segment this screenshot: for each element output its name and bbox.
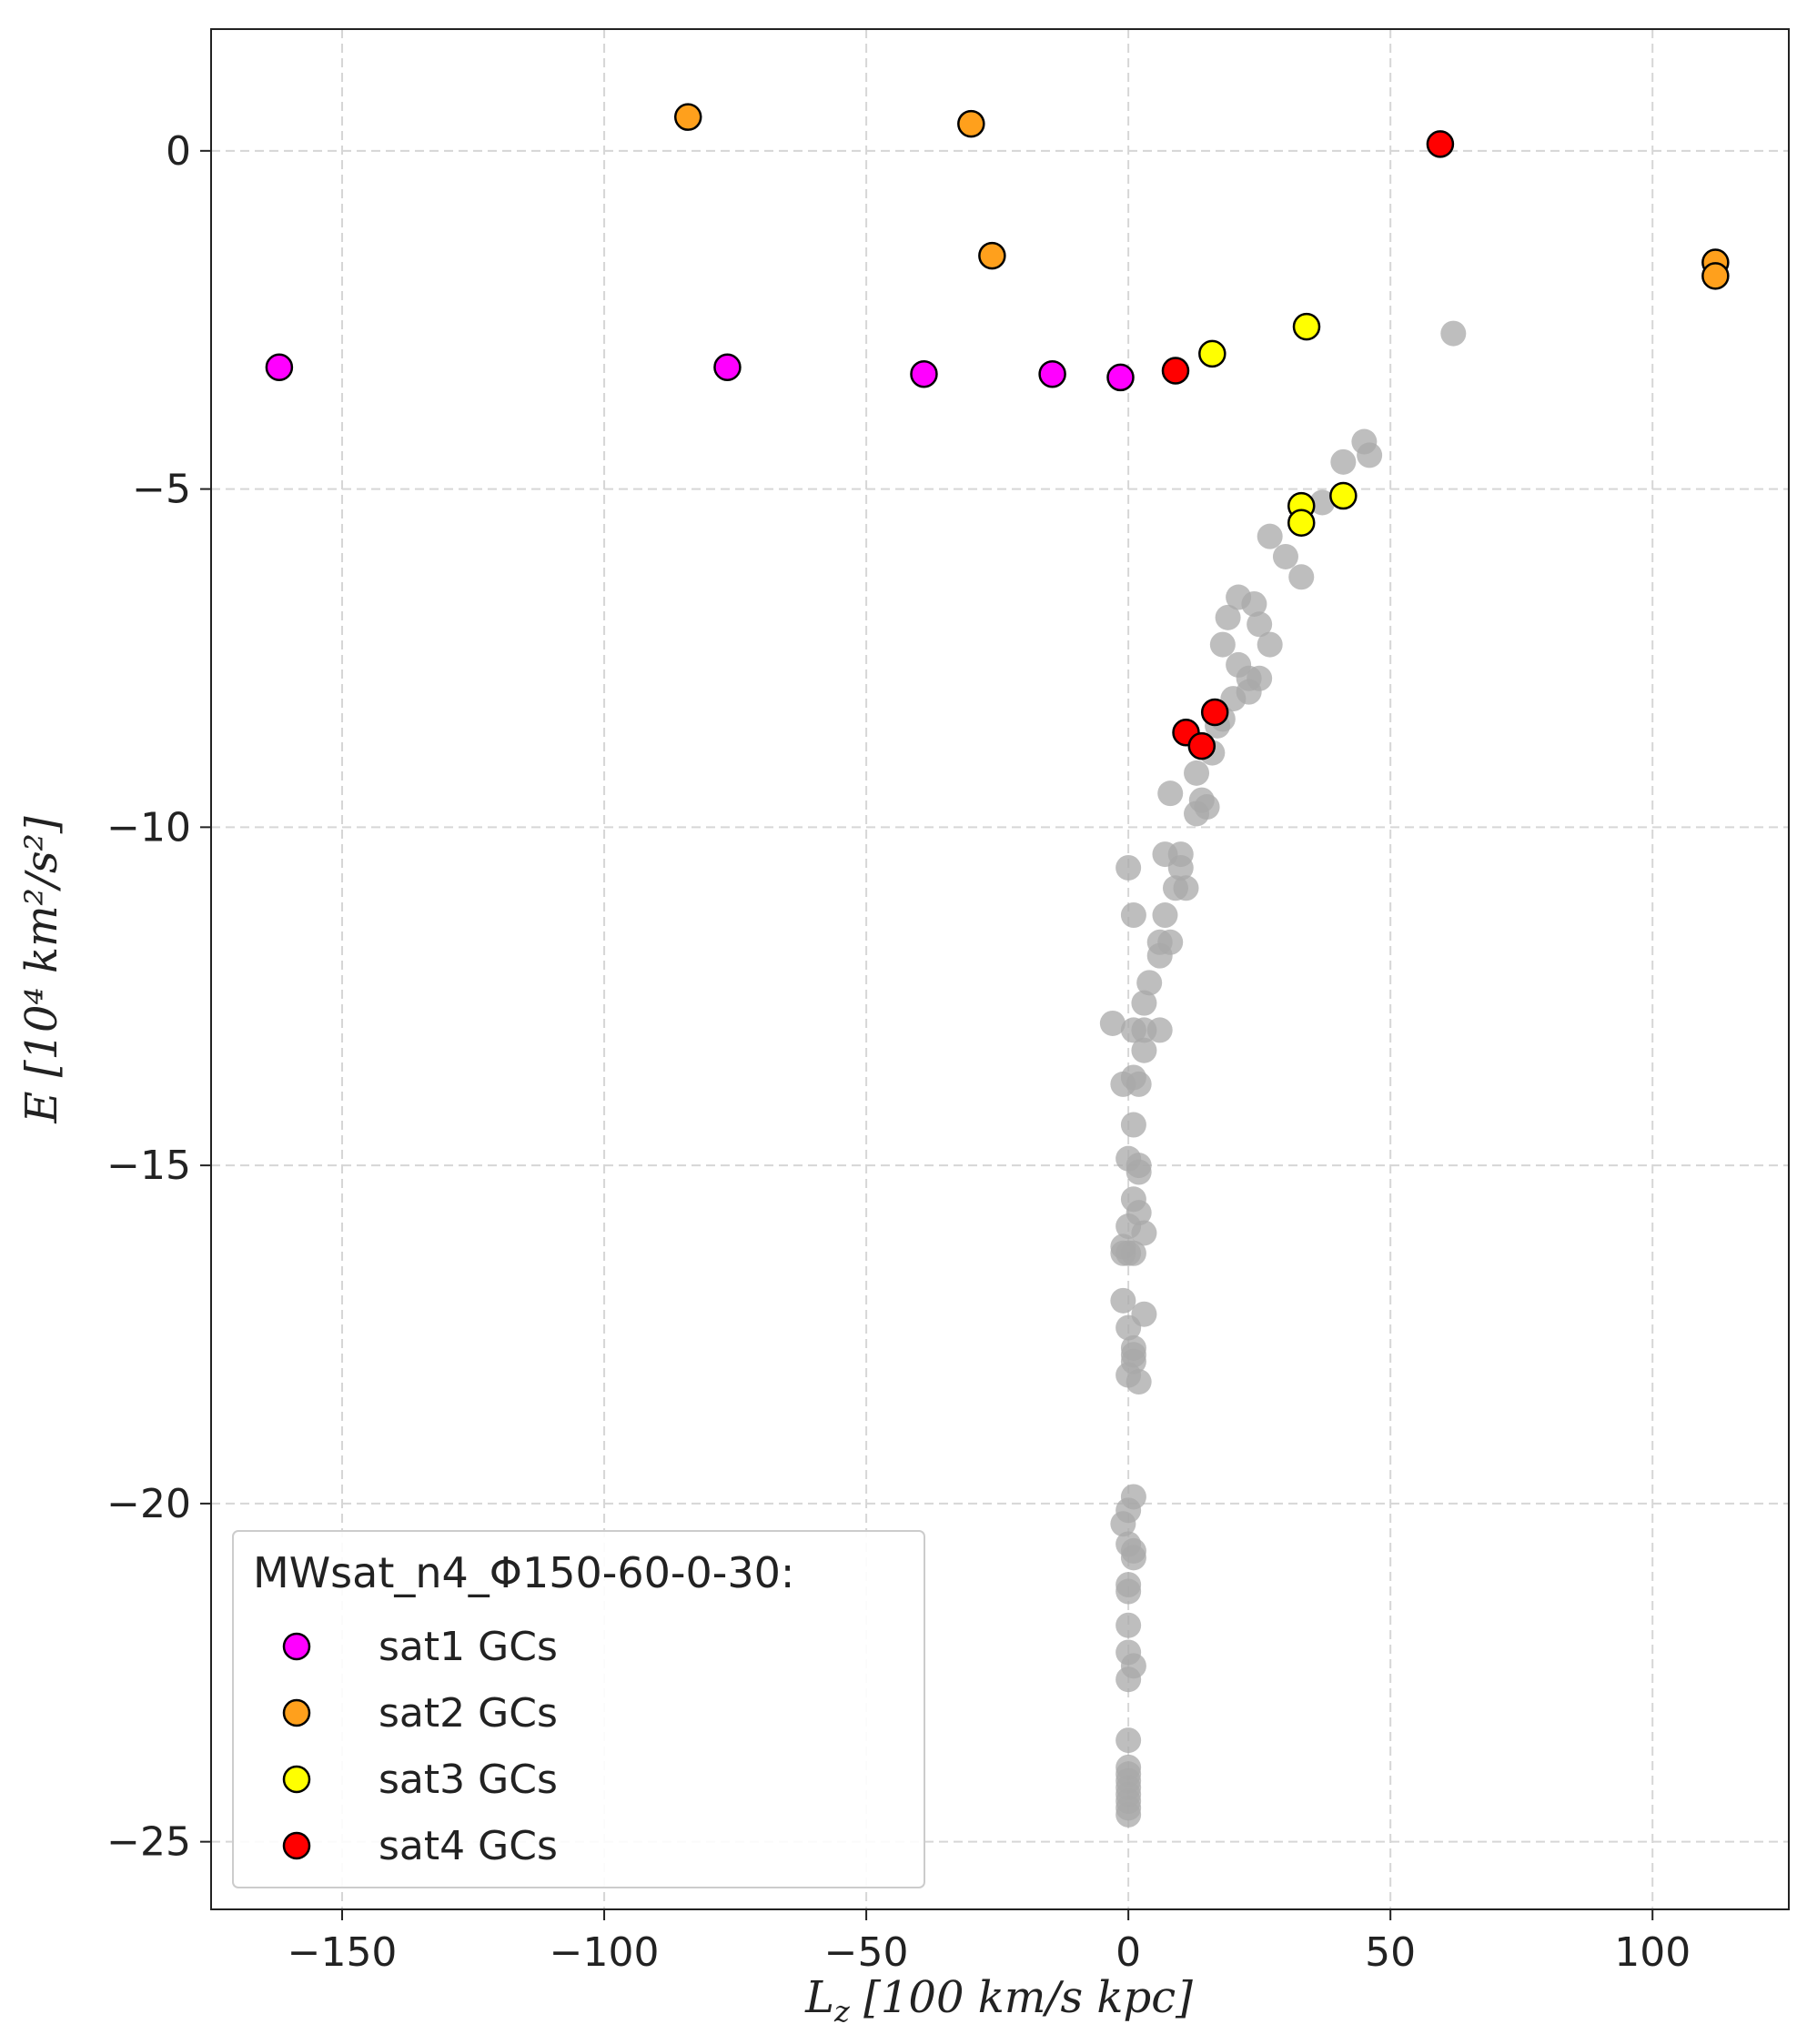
legend-label-sat1: sat1 GCs bbox=[379, 1624, 558, 1670]
background-point bbox=[1215, 604, 1241, 630]
background-point bbox=[1357, 442, 1383, 468]
background-point bbox=[1146, 1017, 1173, 1043]
sat2-point bbox=[957, 109, 985, 138]
y-tick-label: −5 bbox=[132, 467, 191, 513]
background-point bbox=[1131, 990, 1157, 1016]
sat3-point bbox=[1292, 312, 1321, 341]
background-point bbox=[1440, 320, 1467, 347]
sat2-point bbox=[1701, 262, 1730, 290]
x-tick-label: 100 bbox=[1614, 1929, 1691, 1976]
background-point bbox=[1120, 1112, 1146, 1138]
sat4-point bbox=[1161, 357, 1190, 385]
background-point bbox=[1126, 1369, 1152, 1395]
legend-marker-sat3 bbox=[282, 1765, 311, 1794]
sat2-point bbox=[978, 241, 1006, 270]
background-point bbox=[1115, 1801, 1142, 1828]
legend-marker-sat4 bbox=[282, 1831, 311, 1860]
background-point bbox=[1309, 489, 1336, 516]
legend-marker-sat2 bbox=[282, 1698, 311, 1727]
legend-label-sat3: sat3 GCs bbox=[379, 1757, 558, 1803]
background-point bbox=[1209, 631, 1236, 658]
background-point bbox=[1115, 1666, 1142, 1693]
background-point bbox=[1110, 1511, 1136, 1537]
background-point bbox=[1272, 543, 1298, 569]
background-point bbox=[1184, 760, 1210, 786]
background-point bbox=[1120, 1240, 1146, 1266]
background-point bbox=[1115, 1578, 1142, 1605]
legend-items: sat1 GCs sat2 GCs sat3 GCs sat4 GCs bbox=[282, 1624, 558, 1869]
background-point bbox=[1131, 1037, 1157, 1063]
legend-title: MWsat_n4_Φ150-60-0-30: bbox=[253, 1548, 794, 1597]
background-point bbox=[1152, 902, 1178, 929]
ticks: −150 −100 −50 0 50 100 0 −5 −10 −15 −20 −25 bbox=[106, 128, 1691, 1976]
x-tick-label: −50 bbox=[824, 1929, 909, 1976]
background-point bbox=[1247, 611, 1273, 638]
background-point bbox=[1115, 1612, 1142, 1638]
y-tick-label: −20 bbox=[106, 1481, 191, 1527]
background-point bbox=[1110, 1071, 1136, 1097]
sat1-point bbox=[713, 353, 742, 382]
sat3-point bbox=[1198, 339, 1227, 368]
background-point bbox=[1115, 1314, 1142, 1341]
background-point bbox=[1110, 1287, 1136, 1314]
sat4-point bbox=[1187, 731, 1216, 760]
sat1-point bbox=[1038, 359, 1066, 388]
x-tick-label: −150 bbox=[288, 1929, 398, 1976]
legend-marker-sat1 bbox=[282, 1632, 311, 1661]
background-point bbox=[1120, 902, 1146, 929]
background-point bbox=[1330, 448, 1357, 475]
background-point bbox=[1288, 564, 1315, 590]
background-point bbox=[1184, 800, 1210, 827]
x-axis-label: Lz [100 km/s kpc] bbox=[804, 1972, 1193, 2029]
background-point bbox=[1167, 854, 1194, 881]
background-point bbox=[1257, 631, 1283, 658]
sat2-point bbox=[673, 103, 702, 131]
background-point bbox=[1115, 854, 1142, 881]
background-point bbox=[1126, 1159, 1152, 1185]
sat4-point bbox=[1200, 698, 1229, 727]
background-point bbox=[1157, 780, 1184, 807]
sat1-point bbox=[910, 359, 938, 388]
background-points bbox=[1099, 320, 1467, 1828]
y-tick-label: −15 bbox=[106, 1143, 191, 1189]
sat1-point bbox=[1106, 363, 1135, 392]
legend-box bbox=[232, 1530, 925, 1888]
sat3-point bbox=[1329, 481, 1358, 510]
background-point bbox=[1120, 1545, 1146, 1571]
background-point bbox=[1099, 1010, 1126, 1036]
y-tick-label: 0 bbox=[166, 128, 191, 175]
background-point bbox=[1115, 1727, 1142, 1754]
background-point bbox=[1146, 942, 1173, 969]
grid bbox=[211, 29, 1789, 1909]
x-tick-label: −100 bbox=[550, 1929, 660, 1976]
x-tick-label: 50 bbox=[1365, 1929, 1416, 1976]
sat4-point bbox=[1426, 130, 1455, 158]
plot-frame bbox=[210, 28, 1790, 1910]
background-point bbox=[1136, 970, 1163, 996]
background-point bbox=[1257, 523, 1283, 549]
y-tick-label: −10 bbox=[106, 804, 191, 851]
y-tick-label: −25 bbox=[106, 1819, 191, 1866]
series-points bbox=[265, 103, 1730, 760]
background-point bbox=[1173, 875, 1199, 901]
y-axis-label: E [10⁴ km²/s²] bbox=[16, 816, 67, 1124]
background-point bbox=[1241, 590, 1267, 617]
legend-label-sat4: sat4 GCs bbox=[379, 1823, 558, 1869]
background-point bbox=[1220, 686, 1247, 712]
background-point bbox=[1131, 1220, 1157, 1246]
sat3-point bbox=[1287, 508, 1316, 538]
x-tick-label: 0 bbox=[1115, 1929, 1141, 1976]
sat1-point bbox=[265, 353, 294, 382]
legend-label-sat2: sat2 GCs bbox=[379, 1690, 558, 1737]
